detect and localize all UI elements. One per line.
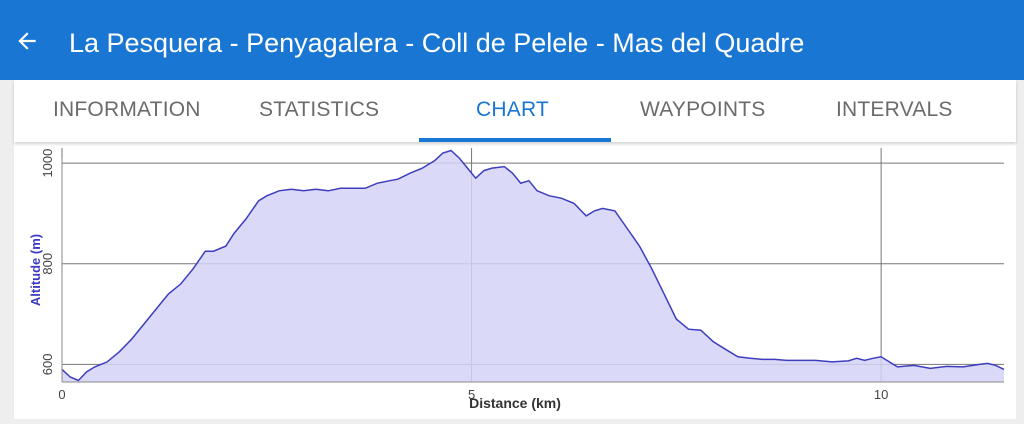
app-bar: La Pesquera - Penyagalera - Coll de Pele…: [0, 0, 1024, 80]
tab-statistics[interactable]: STATISTICS: [259, 98, 380, 121]
tab-intervals[interactable]: INTERVALS: [836, 98, 953, 121]
tab-waypoints[interactable]: WAYPOINTS: [640, 98, 766, 121]
x-tick-label: 5: [468, 387, 475, 402]
altitude-area-fill: [62, 150, 1004, 382]
altitude-chart[interactable]: 600 800 1000 0 5 10 Distance (km) Altitude (m…: [14, 148, 1016, 419]
x-tick-label: 10: [874, 387, 888, 402]
content-panel: INFORMATION STATISTICS CHART WAYPOINTS I…: [14, 80, 1016, 419]
y-tick-label: 1000: [40, 149, 55, 178]
y-axis-title: Altitude (m): [28, 234, 43, 306]
altitude-series-line: [61, 149, 1005, 382]
y-tick-label: 800: [40, 253, 55, 275]
tab-bar: INFORMATION STATISTICS CHART WAYPOINTS I…: [14, 80, 1016, 142]
y-tick-label: 600: [40, 354, 55, 376]
arrow-left-icon[interactable]: [14, 28, 40, 54]
x-axis-title: Distance (km): [469, 395, 561, 411]
tab-chart[interactable]: CHART: [476, 98, 549, 121]
tab-information[interactable]: INFORMATION: [53, 98, 201, 121]
x-tick-label: 0: [58, 387, 65, 402]
altitude-chart-svg: 600 800 1000 0 5 10 Distance (km) Altitude (m…: [28, 148, 1005, 411]
active-tab-indicator: [419, 138, 611, 142]
page-title: La Pesquera - Penyagalera - Coll de Pele…: [69, 28, 805, 58]
